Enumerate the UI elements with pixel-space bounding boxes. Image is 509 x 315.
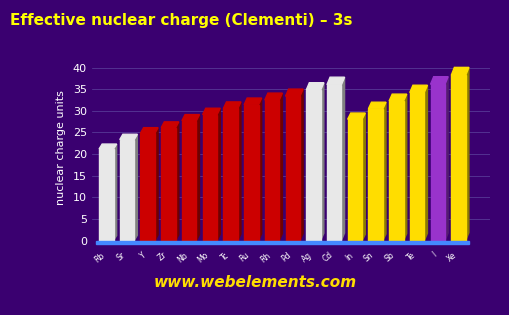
Polygon shape: [279, 93, 282, 241]
Polygon shape: [320, 83, 323, 241]
Bar: [430, 84, 444, 241]
Polygon shape: [223, 102, 241, 108]
Bar: [120, 140, 134, 241]
Polygon shape: [264, 93, 282, 100]
Bar: [99, 149, 114, 241]
Polygon shape: [182, 115, 199, 121]
Polygon shape: [361, 113, 364, 241]
Polygon shape: [202, 108, 220, 115]
Polygon shape: [388, 94, 406, 101]
Polygon shape: [114, 144, 117, 241]
Polygon shape: [430, 77, 447, 84]
Bar: [244, 105, 258, 241]
Polygon shape: [155, 128, 158, 241]
Polygon shape: [134, 134, 137, 241]
Bar: [388, 101, 403, 241]
Polygon shape: [161, 122, 179, 128]
Polygon shape: [403, 94, 406, 241]
Polygon shape: [423, 85, 427, 241]
Polygon shape: [244, 98, 261, 105]
Polygon shape: [382, 102, 385, 241]
Polygon shape: [258, 98, 261, 241]
Bar: [264, 100, 279, 241]
Bar: [409, 92, 423, 241]
Text: www.webelements.com: www.webelements.com: [153, 275, 356, 290]
Polygon shape: [299, 89, 302, 241]
Polygon shape: [450, 67, 468, 75]
Polygon shape: [99, 144, 117, 149]
Y-axis label: nuclear charge units: nuclear charge units: [56, 91, 66, 205]
Bar: [140, 133, 155, 241]
Polygon shape: [367, 102, 385, 109]
Polygon shape: [305, 83, 323, 90]
Bar: [347, 119, 361, 241]
Polygon shape: [444, 77, 447, 241]
Bar: [285, 96, 299, 241]
Polygon shape: [347, 113, 364, 119]
Polygon shape: [217, 108, 220, 241]
Polygon shape: [326, 77, 344, 85]
Polygon shape: [176, 122, 179, 241]
Bar: [450, 75, 465, 241]
Bar: [326, 85, 341, 241]
Polygon shape: [409, 85, 427, 92]
Bar: [161, 128, 176, 241]
Polygon shape: [465, 67, 468, 241]
Bar: [367, 109, 382, 241]
Bar: [305, 90, 320, 241]
Polygon shape: [237, 102, 241, 241]
Bar: [202, 115, 217, 241]
Polygon shape: [341, 77, 344, 241]
Bar: [182, 121, 196, 241]
Polygon shape: [120, 134, 137, 140]
Text: Effective nuclear charge (Clementi) – 3s: Effective nuclear charge (Clementi) – 3s: [10, 13, 352, 28]
Bar: [96, 241, 468, 244]
Polygon shape: [140, 128, 158, 133]
Bar: [223, 108, 237, 241]
Polygon shape: [285, 89, 302, 96]
Polygon shape: [196, 115, 199, 241]
